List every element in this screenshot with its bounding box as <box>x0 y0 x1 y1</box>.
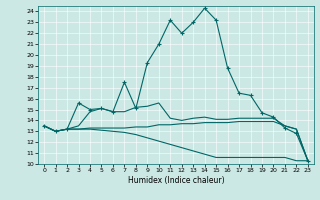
X-axis label: Humidex (Indice chaleur): Humidex (Indice chaleur) <box>128 176 224 185</box>
